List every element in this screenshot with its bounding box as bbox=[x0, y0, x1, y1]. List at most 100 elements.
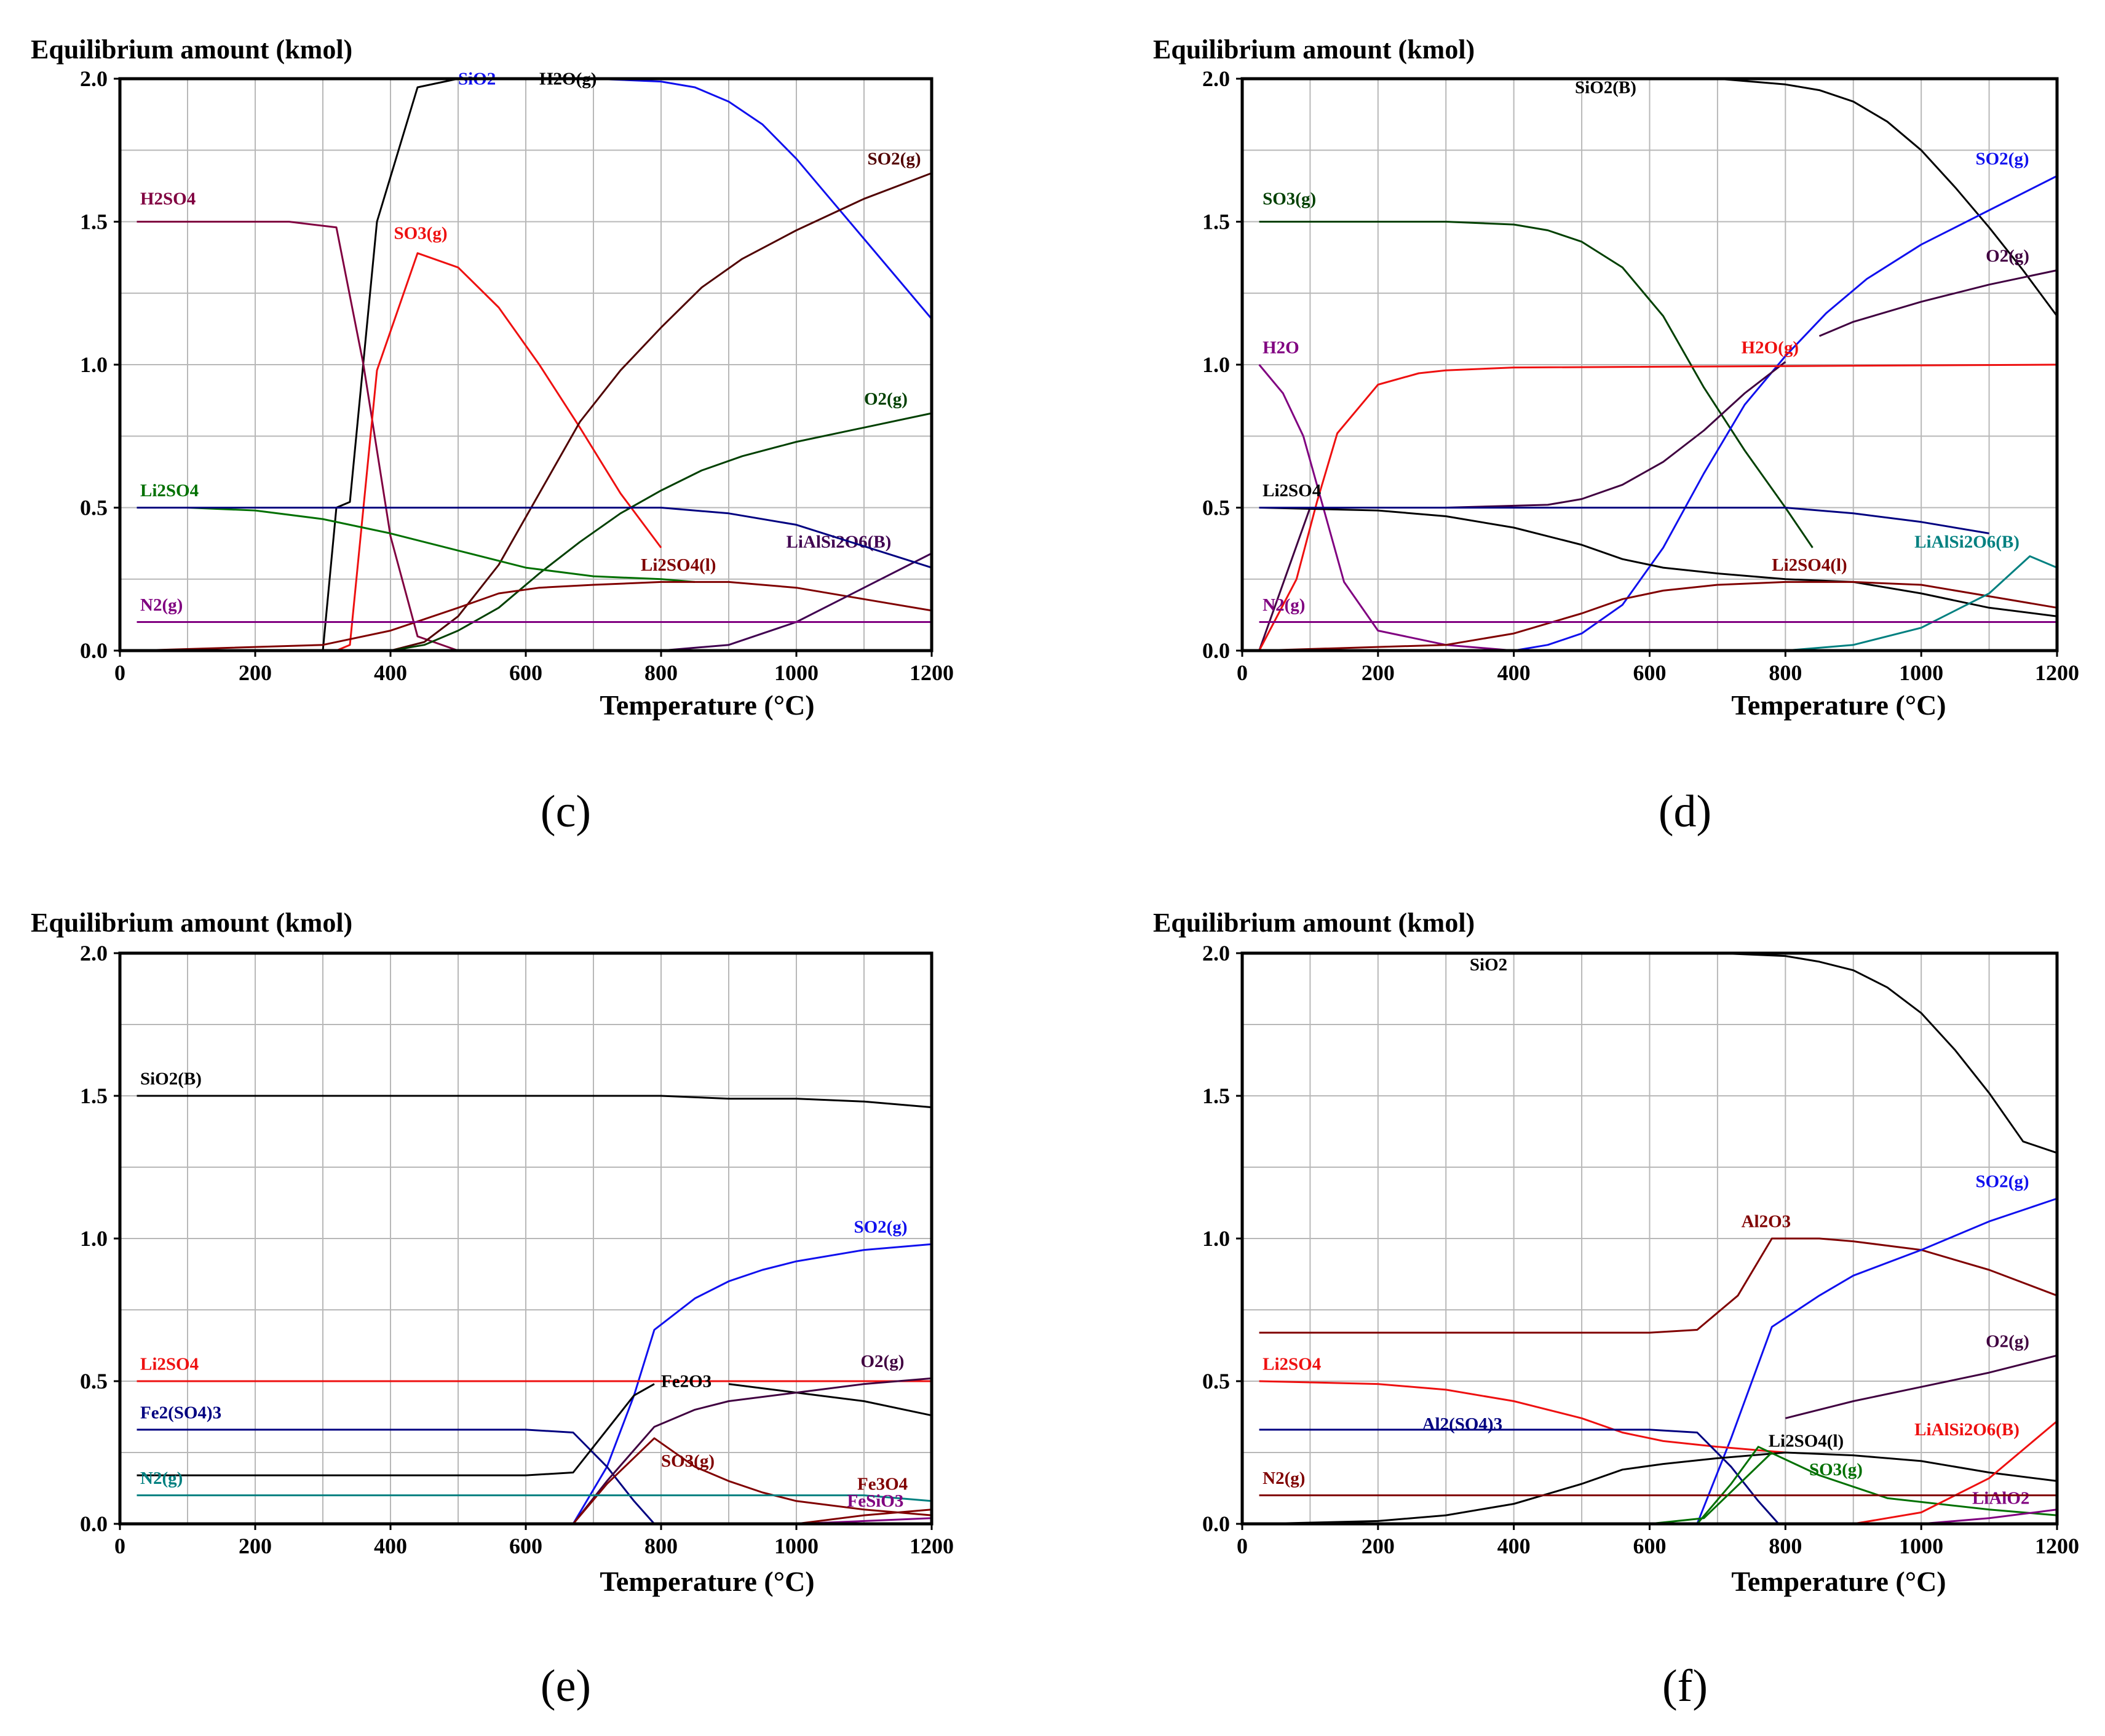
panel-e-ytick-label: 0.0 bbox=[80, 1512, 108, 1536]
panel-d-series-label-li2so4: Li2SO4 bbox=[1263, 481, 1321, 501]
panel-c-series-label-h2so4: H2SO4 bbox=[140, 189, 196, 209]
panel-e-xtick-label: 1000 bbox=[774, 1534, 819, 1558]
panel-c-series-line-so2-g bbox=[137, 172, 932, 652]
panel-c-plot-frame bbox=[118, 77, 934, 652]
panel-f-ylabel: Equilibrium amount (kmol) bbox=[1153, 908, 1475, 938]
panel-c-xtick-label: 200 bbox=[239, 660, 272, 685]
panel-c-series-label-so2-g: SO2(g) bbox=[868, 149, 921, 169]
panel-f-series-label-n2-g: N2(g) bbox=[1263, 1468, 1305, 1488]
panel-c-series-label-so3-g: SO3(g) bbox=[394, 223, 448, 243]
panel-c-series-line-lialsi2o6 bbox=[137, 507, 932, 569]
panel-d-series-line-so3-g bbox=[1259, 221, 1814, 549]
panel-c-ytick-label: 0.5 bbox=[80, 496, 108, 520]
panel-e-xtick-label: 1200 bbox=[910, 1534, 954, 1558]
panel-f-series-label-o2-g: O2(g) bbox=[1986, 1331, 2029, 1351]
panel-d-series-line-so2-g bbox=[1259, 175, 2058, 652]
panel-d-ytick-label: 2.0 bbox=[1202, 66, 1230, 91]
panel-e-series-line-so2-g bbox=[137, 1243, 932, 1525]
panel-d-ytick-label: 1.0 bbox=[1202, 352, 1230, 377]
panel-f-xlabel: Temperature (°C) bbox=[1731, 1566, 1946, 1597]
panel-f-xtick-label: 1200 bbox=[2035, 1534, 2079, 1558]
panel-e-ytick-label: 0.5 bbox=[80, 1369, 108, 1393]
panel-f-xtick-label: 400 bbox=[1497, 1534, 1531, 1558]
panel-d-xtick-label: 600 bbox=[1633, 660, 1667, 685]
panel-d-series-line-h2o-g bbox=[1258, 363, 2058, 651]
panel-f-xtick-label: 1000 bbox=[1899, 1534, 1943, 1558]
panel-c-caption: (c) bbox=[540, 787, 592, 837]
panel-c-ytick-label: 0.0 bbox=[80, 638, 108, 663]
panel-c-series-label-li2so4: Li2SO4 bbox=[140, 481, 199, 501]
panel-f-series-label-li2so4-l: Li2SO4(l) bbox=[1769, 1432, 1844, 1451]
panel-e-series-label-fe2o3: Fe2O3 bbox=[661, 1371, 712, 1391]
panel-f-ytick-label: 0.5 bbox=[1202, 1369, 1230, 1393]
panel-f-series-label-lialo2: LiAlO2 bbox=[1972, 1489, 2029, 1508]
panel-c-xtick-label: 600 bbox=[509, 660, 542, 685]
panel-c-xtick-label: 1200 bbox=[910, 660, 954, 685]
panel-c-xlabel: Temperature (°C) bbox=[600, 689, 815, 721]
panel-e-series-label-fesio3: FeSiO3 bbox=[847, 1491, 904, 1511]
panel-f-ytick-label: 2.0 bbox=[1202, 941, 1230, 965]
panel-d-series-label-o2-g: O2(g) bbox=[1986, 247, 2029, 266]
panel-c-series-line-so3-g bbox=[137, 252, 662, 652]
panel-c-xtick-label: 400 bbox=[374, 660, 407, 685]
panel-f-xtick-label: 800 bbox=[1769, 1534, 1802, 1558]
panel-f-series-line-sio2 bbox=[1259, 952, 2058, 1154]
panel-f-series-label-lialsi2o6-b: LiAlSi2O6(B) bbox=[1914, 1420, 2020, 1440]
panel-f-xtick-label: 0 bbox=[1237, 1534, 1248, 1558]
panel-c-ylabel: Equilibrium amount (kmol) bbox=[31, 34, 353, 65]
panel-d-xtick-label: 400 bbox=[1497, 660, 1531, 685]
panel-d-plot-frame bbox=[1240, 77, 2059, 652]
panel-e-series-line-fe2o3 bbox=[137, 1383, 655, 1476]
panel-d-series-label-so2-g: SO2(g) bbox=[1976, 149, 2029, 169]
panel-d-xtick-label: 200 bbox=[1362, 660, 1395, 685]
panel-f-series-line-al2-so4-3 bbox=[1259, 1429, 1780, 1524]
panel-f-series-label-al2-so4-3: Al2(SO4)3 bbox=[1422, 1414, 1503, 1434]
panel-d-series-label-li2so4-l: Li2SO4(l) bbox=[1772, 555, 1847, 575]
panel-e-series-label-so3-g: SO3(g) bbox=[661, 1451, 715, 1471]
panel-d-series-label-lialsi2o6-b: LiAlSi2O6(B) bbox=[1914, 533, 2020, 552]
panel-d-ytick-label: 0.5 bbox=[1202, 496, 1230, 520]
panel-d-ytick-label: 0.0 bbox=[1202, 638, 1230, 663]
panel-c-series-label-li2so4-l: Li2SO4(l) bbox=[641, 555, 716, 575]
panel-f-xtick-label: 600 bbox=[1633, 1534, 1667, 1558]
panel-f-series-label-so2-g: SO2(g) bbox=[1976, 1171, 2029, 1191]
panel-c-series-label-n2-g: N2(g) bbox=[140, 595, 183, 615]
panel-c-xtick-label: 0 bbox=[114, 660, 125, 685]
panel-e-series-label-li2so4: Li2SO4 bbox=[140, 1354, 199, 1374]
panel-e-xtick-label: 600 bbox=[509, 1534, 542, 1558]
panel-d-xtick-label: 1000 bbox=[1899, 660, 1943, 685]
panel-d-xtick-label: 1200 bbox=[2035, 660, 2079, 685]
panel-f-ytick-label: 1.5 bbox=[1202, 1084, 1230, 1108]
panel-d-series-line-lialsi2o6 bbox=[1259, 507, 1989, 534]
panel-e-xtick-label: 0 bbox=[114, 1534, 125, 1558]
panel-e-series-line-n2-g bbox=[137, 1494, 932, 1502]
panel-c-ytick-label: 1.0 bbox=[80, 352, 108, 377]
panel-d-series-line-o2-g bbox=[1818, 269, 2058, 337]
panel-d-series-line-li2so4-l bbox=[1259, 581, 2058, 652]
panel-e-ylabel: Equilibrium amount (kmol) bbox=[31, 908, 353, 938]
panel-e-series-label-o2-g: O2(g) bbox=[861, 1352, 905, 1371]
panel-e-xtick-label: 400 bbox=[374, 1534, 407, 1558]
panel-d-series-line-sio2-b bbox=[1259, 77, 2058, 317]
panel-e-series-label-fe3o4: Fe3O4 bbox=[857, 1474, 908, 1494]
panel-f-series-line-li2so4-l bbox=[1259, 1451, 2058, 1525]
panel-f-caption: (f) bbox=[1662, 1661, 1708, 1711]
panel-e-series-label-n2-g: N2(g) bbox=[140, 1468, 183, 1488]
panel-f-series-line-al2o3 bbox=[1259, 1237, 2058, 1334]
panel-f-plot-frame bbox=[1240, 951, 2059, 1526]
panel-d-series-label-n2-g: N2(g) bbox=[1263, 595, 1305, 615]
panel-c-ytick-label: 2.0 bbox=[80, 66, 108, 91]
panel-c-series-line-o2-g bbox=[137, 412, 932, 652]
panel-f-ytick-label: 0.0 bbox=[1202, 1512, 1230, 1536]
panel-e-series-label-fe2-so4-3: Fe2(SO4)3 bbox=[140, 1403, 221, 1422]
panel-f-series-label-li2so4: Li2SO4 bbox=[1263, 1354, 1321, 1374]
panel-c-xtick-label: 800 bbox=[644, 660, 678, 685]
panel-e-series-line-so3-g bbox=[137, 1437, 932, 1525]
panel-f-series-label-al2o3: Al2O3 bbox=[1742, 1211, 1791, 1231]
panel-c-series-line-h2so4 bbox=[137, 221, 932, 652]
panel-d-ylabel: Equilibrium amount (kmol) bbox=[1153, 34, 1475, 65]
panel-f-series-line-so3-g bbox=[1259, 1446, 2058, 1525]
panel-d-xtick-label: 800 bbox=[1769, 660, 1802, 685]
